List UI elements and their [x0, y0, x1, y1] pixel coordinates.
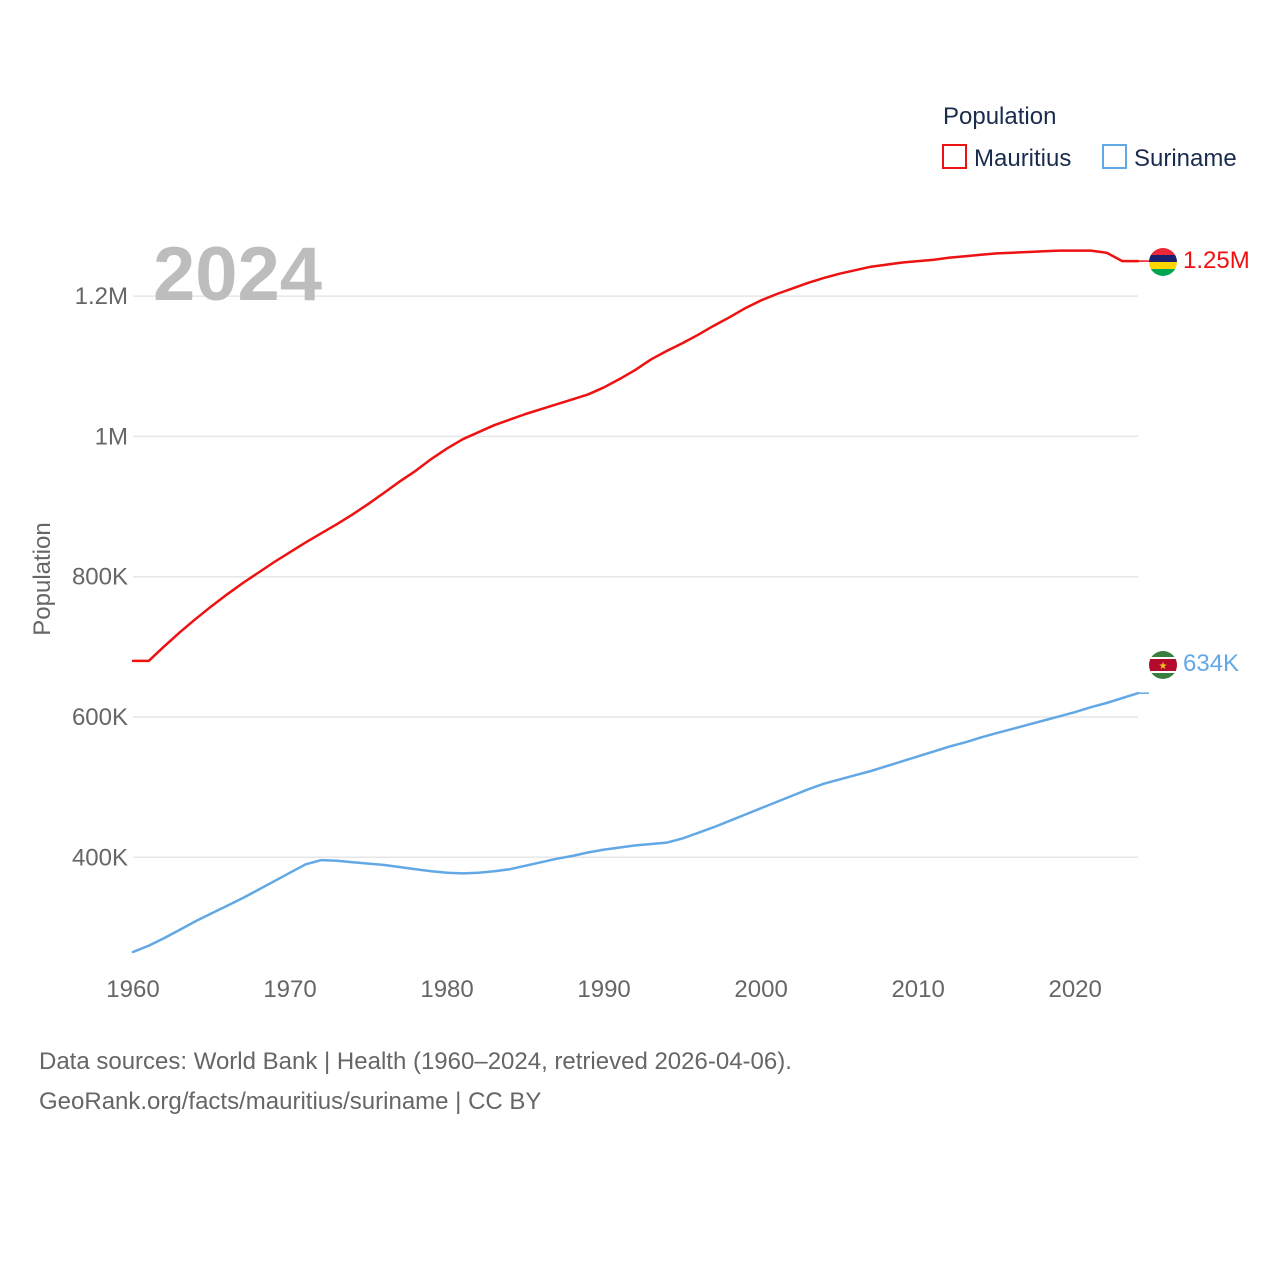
legend-title: Population — [943, 103, 1056, 130]
y-tick-label: 1M — [95, 423, 128, 450]
series-lines — [131, 249, 1149, 954]
legend-swatch-suriname — [1102, 144, 1127, 169]
y-tick-label: 800K — [72, 564, 128, 591]
svg-text:★: ★ — [1159, 661, 1168, 672]
data-source-text: Data sources: World Bank | Health (1960–… — [39, 1048, 792, 1075]
y-axis-ticks: 400K 600K 800K 1M 1.2M — [72, 283, 128, 871]
suriname-flag-icon: ★ — [1149, 651, 1177, 679]
legend-item-suriname[interactable]: Suriname — [1102, 144, 1237, 172]
series-line-suriname — [131, 691, 1140, 954]
attribution-text: GeoRank.org/facts/mauritius/suriname | C… — [39, 1088, 542, 1115]
series-line-mauritius — [131, 249, 1140, 663]
mauritius-end-label: 1.25M — [1183, 247, 1250, 274]
x-axis-ticks: 1960 1970 1980 1990 2000 2010 2020 — [106, 976, 1102, 1003]
x-tick-label: 1990 — [577, 976, 630, 1003]
legend-swatch-mauritius — [942, 144, 967, 169]
y-axis-label: Population — [29, 522, 56, 635]
x-tick-label: 1960 — [106, 976, 159, 1003]
gridlines — [133, 295, 1138, 859]
mauritius-flag-icon — [1149, 248, 1177, 276]
y-tick-label: 400K — [72, 844, 128, 871]
x-tick-label: 1970 — [263, 976, 316, 1003]
legend: Population Mauritius Suriname — [942, 103, 1237, 172]
y-tick-label: 1.2M — [75, 283, 128, 310]
y-tick-label: 600K — [72, 704, 128, 731]
legend-label-mauritius: Mauritius — [974, 145, 1071, 172]
legend-item-mauritius[interactable]: Mauritius — [942, 144, 1071, 172]
footer: Data sources: World Bank | Health (1960–… — [39, 1042, 792, 1122]
legend-label-suriname: Suriname — [1134, 145, 1237, 172]
year-label: 2024 — [153, 232, 322, 317]
x-tick-label: 1980 — [420, 976, 473, 1003]
suriname-end-label: 634K — [1183, 650, 1239, 677]
x-tick-label: 2000 — [734, 976, 787, 1003]
x-tick-label: 2010 — [891, 976, 944, 1003]
x-tick-label: 2020 — [1048, 976, 1101, 1003]
